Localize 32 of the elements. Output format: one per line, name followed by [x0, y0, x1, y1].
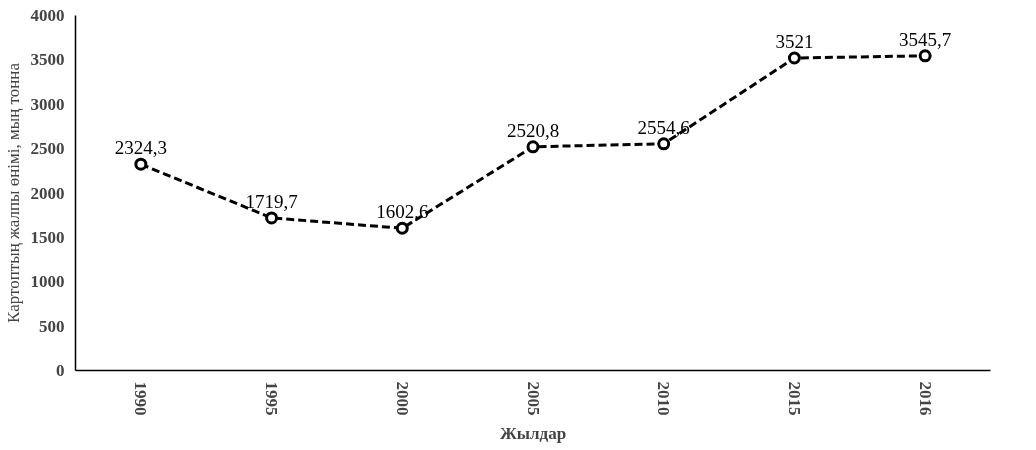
- data-label: 1602,6: [376, 201, 429, 223]
- y-tick-label: 1500: [30, 227, 65, 247]
- x-tick-label: 2005: [523, 381, 543, 416]
- x-tick-label: 2016: [915, 381, 935, 416]
- x-tick-label: 1990: [131, 381, 151, 416]
- x-axis-title: Жылдар: [499, 423, 567, 443]
- data-label: 3521: [775, 31, 814, 53]
- y-tick-label: 1000: [30, 272, 65, 292]
- x-tick-label: 2010: [654, 381, 674, 416]
- y-tick-label: 4000: [30, 6, 65, 25]
- point: [265, 211, 279, 225]
- point: [395, 221, 409, 235]
- data-label: 2520,8: [506, 119, 560, 141]
- y-tick-label: 3000: [30, 94, 65, 114]
- data-label: 3545,7: [899, 28, 952, 50]
- y-axis-title: Картоптың жалпы өнімі, мың тонна: [3, 62, 23, 323]
- y-tick-label: 0: [56, 361, 65, 380]
- x-tick-label: 1995: [262, 381, 282, 416]
- y-tick-label: 500: [39, 316, 65, 336]
- x-tick-label: 2000: [392, 381, 412, 416]
- data-label: 2554,6: [637, 116, 690, 138]
- point: [787, 51, 801, 65]
- data-label: 1719,7: [245, 190, 298, 212]
- point: [134, 157, 148, 171]
- point: [657, 137, 671, 151]
- y-tick-label: 2500: [30, 139, 65, 159]
- data-label: 2324,3: [114, 137, 167, 159]
- point: [918, 49, 932, 63]
- point: [526, 140, 540, 154]
- y-tick-label: 2000: [30, 183, 65, 203]
- y-tick-label: 3500: [30, 50, 65, 70]
- x-tick-label: 2015: [784, 381, 804, 416]
